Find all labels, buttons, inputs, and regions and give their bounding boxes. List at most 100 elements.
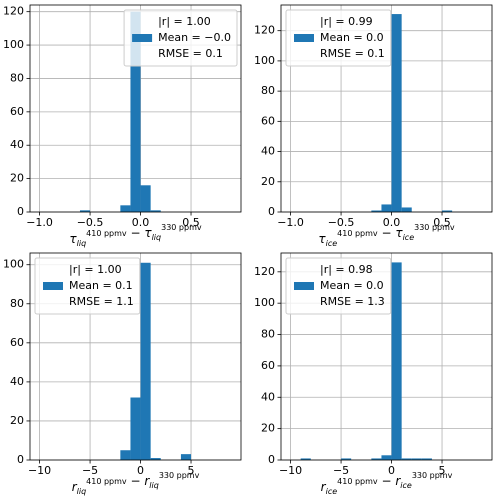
y-tick-label: 80 xyxy=(10,71,24,84)
axes-frame xyxy=(29,4,242,213)
bar xyxy=(79,210,91,212)
x-label-sub: liq xyxy=(77,239,87,248)
x-label-operator: − xyxy=(378,474,396,488)
x-label-base: r xyxy=(321,480,327,494)
x-tick-label: 0.0 xyxy=(132,216,150,229)
bar xyxy=(371,458,382,460)
x-label-base: r xyxy=(72,480,78,494)
bar xyxy=(401,207,412,212)
x-label-sub: ice xyxy=(326,487,338,496)
x-tick-label: 0 xyxy=(137,464,144,477)
legend: |r| = 0.98 Mean = 0.0 RMSE = 1.3 xyxy=(285,257,392,315)
bar xyxy=(381,455,392,460)
x-label-base: τ xyxy=(395,226,403,240)
y-tick-label: 120 xyxy=(3,5,24,18)
bar xyxy=(120,205,131,212)
bar xyxy=(130,397,141,460)
x-label-sub: liq xyxy=(77,487,87,496)
x-tick-label: −0.5 xyxy=(328,216,355,229)
bar xyxy=(140,262,151,460)
legend: |r| = 0.99 Mean = 0.0 RMSE = 0.1 xyxy=(285,9,392,67)
y-tick-label: 80 xyxy=(10,297,24,310)
axes-frame xyxy=(280,4,493,213)
y-tick-label: 80 xyxy=(261,328,275,341)
legend-label: |r| = 0.99 xyxy=(320,15,373,28)
y-tick-label: 40 xyxy=(10,138,24,151)
x-label-sub: ice xyxy=(326,239,338,248)
legend-label: RMSE = 0.1 xyxy=(320,47,385,60)
y-tick-label: 0 xyxy=(268,205,275,218)
legend-label: RMSE = 0.1 xyxy=(158,47,223,60)
bar xyxy=(300,458,311,460)
x-tick-label: −0.5 xyxy=(77,216,104,229)
x-label-sub: ice xyxy=(400,481,412,490)
y-tick-label: 80 xyxy=(261,84,275,97)
x-label-sup: 330 ppmv xyxy=(159,471,200,480)
y-tick-label: 0 xyxy=(268,453,275,466)
x-tick-label: −10 xyxy=(28,464,51,477)
x-label-base: τ xyxy=(318,232,326,246)
legend-box xyxy=(34,257,141,315)
legend-label: Mean = −0.0 xyxy=(158,31,231,44)
legend-box xyxy=(285,257,392,315)
y-tick-label: 20 xyxy=(261,422,275,435)
x-tick-label: 0.0 xyxy=(383,216,401,229)
bar xyxy=(391,14,402,213)
x-label-base: r xyxy=(395,474,401,488)
y-tick-label: 60 xyxy=(261,359,275,372)
x-label-sub: liq xyxy=(149,481,159,490)
y-tick-label: 40 xyxy=(10,375,24,388)
y-tick-label: 100 xyxy=(3,38,24,51)
legend-box xyxy=(285,9,392,67)
y-tick-label: 0 xyxy=(17,205,24,218)
y-tick-label: 120 xyxy=(254,265,275,278)
x-label-sup: 330 ppmv xyxy=(161,223,202,232)
legend-label: |r| = 1.00 xyxy=(158,15,211,28)
x-label-base: r xyxy=(144,474,150,488)
legend-box xyxy=(123,9,238,67)
x-tick-label: 5 xyxy=(439,464,446,477)
x-tick-label: 0 xyxy=(388,464,395,477)
y-tick-label: 40 xyxy=(261,390,275,403)
legend-label: Mean = 0.0 xyxy=(320,31,384,44)
x-tick-label: 0.5 xyxy=(433,216,451,229)
legend-swatch xyxy=(294,282,314,290)
x-tick-label: −1.0 xyxy=(277,216,304,229)
legend: |r| = 1.00 Mean = −0.0 RMSE = 0.1 xyxy=(123,9,238,67)
bar xyxy=(401,458,412,460)
y-tick-label: 20 xyxy=(10,172,24,185)
bar xyxy=(150,458,161,460)
bar xyxy=(120,450,131,460)
bar xyxy=(391,262,402,460)
x-label-sup: 330 ppmv xyxy=(412,471,453,480)
legend: |r| = 1.00 Mean = 0.1 RMSE = 1.1 xyxy=(34,257,141,315)
bar xyxy=(421,458,432,460)
x-label-base: τ xyxy=(144,226,152,240)
bar xyxy=(371,210,382,212)
x-axis-label: τice410 ppmv − τice330 ppmv xyxy=(318,223,455,248)
y-tick-label: 60 xyxy=(10,336,24,349)
x-axis-label: rice410 ppmv − rice330 ppmv xyxy=(321,471,453,496)
x-label-base: τ xyxy=(69,232,77,246)
x-label-sup: 330 ppmv xyxy=(414,223,455,232)
axes-frame xyxy=(280,252,493,461)
x-tick-label: 0.5 xyxy=(182,216,200,229)
legend-swatch xyxy=(294,34,314,42)
y-tick-label: 60 xyxy=(261,114,275,127)
y-tick-label: 100 xyxy=(254,296,275,309)
bar xyxy=(150,210,161,212)
legend-label: Mean = 0.1 xyxy=(69,279,133,292)
y-tick-label: 20 xyxy=(261,175,275,188)
legend-label: RMSE = 1.3 xyxy=(320,295,385,308)
x-label-sup: 410 ppmv xyxy=(86,477,127,486)
legend-label: Mean = 0.0 xyxy=(320,279,384,292)
y-tick-label: 100 xyxy=(254,54,275,67)
axes-frame xyxy=(29,252,242,461)
bar xyxy=(411,458,422,460)
x-axis-label: τliq410 ppmv − τliq330 ppmv xyxy=(69,223,201,248)
y-tick-label: 120 xyxy=(254,24,275,37)
x-tick-label: 5 xyxy=(188,464,195,477)
bar xyxy=(442,210,453,212)
